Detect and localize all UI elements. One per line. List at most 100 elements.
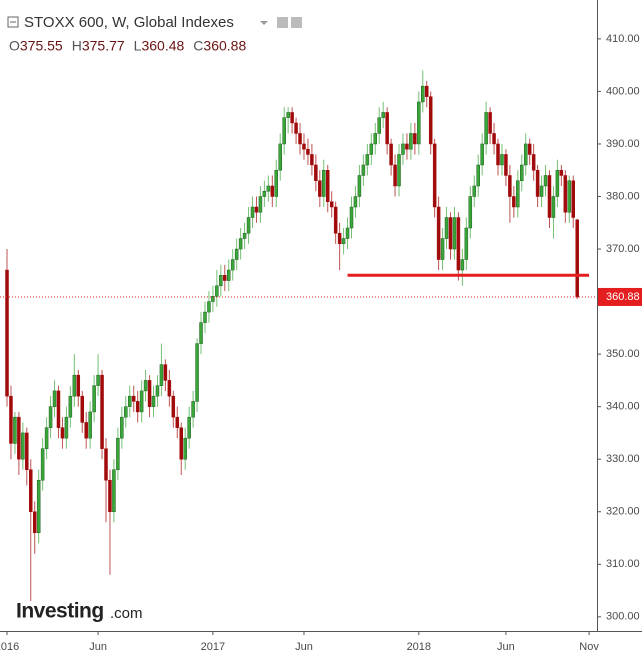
candle-body <box>436 206 441 260</box>
candle-body <box>286 112 290 118</box>
settings-icon[interactable] <box>277 17 288 28</box>
candle-body <box>270 185 275 197</box>
candle-body <box>539 185 544 197</box>
candle-body <box>500 154 504 166</box>
candle-body <box>5 269 9 397</box>
candle-body <box>318 180 322 197</box>
candle-body <box>282 117 286 145</box>
candle-body <box>456 217 461 271</box>
candle-body <box>84 422 88 439</box>
ohlc-value: 375.55 <box>20 38 63 54</box>
candle-body <box>337 233 342 245</box>
x-tick-label: 2016 <box>0 641 19 653</box>
candle-body <box>203 311 207 323</box>
candle-body <box>310 154 314 166</box>
candle-body <box>440 238 445 260</box>
candle-body <box>258 196 263 213</box>
candle-body <box>92 385 96 413</box>
candle-body <box>40 448 45 481</box>
candle-body <box>143 380 148 392</box>
candle-body <box>432 143 437 208</box>
candle-body <box>413 133 417 145</box>
y-tick-label: 340.00 <box>606 401 640 413</box>
candle-body <box>29 469 33 512</box>
ohlc-value: 360.48 <box>141 38 184 54</box>
candle-body <box>393 164 397 187</box>
candle-body <box>135 401 140 413</box>
y-tick-label: 310.00 <box>606 558 640 570</box>
candle-body <box>36 479 41 534</box>
candle-body <box>211 296 215 302</box>
candle-body <box>234 248 239 260</box>
candle-body <box>64 416 69 439</box>
candle-body <box>567 180 572 213</box>
candle-body <box>155 385 160 397</box>
candle-body <box>242 233 247 239</box>
candle-body <box>448 217 453 250</box>
candle-body <box>377 117 381 134</box>
candle-body <box>151 395 156 407</box>
candle-body <box>112 469 116 512</box>
watermark: Investing <box>16 600 104 623</box>
ohlc-legend: O 375.55 H 375.77 L 360.48 C 360.88 <box>9 38 246 54</box>
candle-body <box>421 85 425 103</box>
ohlc-value: 375.77 <box>82 38 125 54</box>
candle-body <box>17 416 21 460</box>
candle-body <box>56 390 61 428</box>
candle-body <box>516 180 520 208</box>
ohlc-label: L <box>134 38 142 54</box>
candle-body <box>452 217 457 250</box>
candle-body <box>120 416 124 439</box>
candle-body <box>424 85 429 97</box>
title-dropdown[interactable] <box>260 21 268 25</box>
candle-body <box>389 143 393 166</box>
candle-body <box>472 185 477 197</box>
candle-body <box>175 416 180 428</box>
ohlc-label: H <box>72 38 82 54</box>
candle-body <box>504 154 508 176</box>
candle-body <box>476 164 480 187</box>
candle-body <box>100 374 104 449</box>
candle-body <box>215 285 219 297</box>
candle-body <box>365 154 370 166</box>
candle-body <box>48 406 53 428</box>
candle-body <box>571 180 575 218</box>
candle-body <box>183 437 187 460</box>
candle-body <box>484 112 488 145</box>
candle-body <box>223 275 227 281</box>
candle-body <box>508 175 512 197</box>
y-tick-label: 330.00 <box>606 453 640 465</box>
x-tick-label: Nov <box>579 641 599 653</box>
candle-body <box>274 169 279 197</box>
candle-body <box>219 275 223 287</box>
candle-body <box>163 364 168 381</box>
y-tick-label: 400.00 <box>606 85 640 97</box>
candle-body <box>80 395 84 423</box>
y-tick-label: 380.00 <box>606 190 640 202</box>
candle-body <box>512 196 516 208</box>
candle-body <box>444 217 449 239</box>
candle-body <box>139 390 144 413</box>
candle-body <box>417 101 421 145</box>
candle-body <box>527 143 532 155</box>
candle-body <box>329 201 334 208</box>
candle-body <box>349 206 354 229</box>
ohlc-label: O <box>9 38 20 54</box>
candle-body <box>124 406 128 418</box>
candle-body <box>171 395 176 418</box>
candle-body <box>96 374 100 386</box>
candle-body <box>32 511 37 534</box>
candle-body <box>302 143 306 150</box>
candle-body <box>555 169 560 197</box>
candle-body <box>52 390 57 407</box>
candle-body <box>227 269 231 281</box>
candle-body <box>104 448 108 481</box>
gear-icon[interactable] <box>291 17 302 28</box>
candle-body <box>60 427 65 439</box>
ohlc-label: C <box>193 38 203 54</box>
y-tick-label: 320.00 <box>606 506 640 518</box>
chart-title: STOXX 600, W, Global Indexes <box>24 14 234 31</box>
candle-body <box>199 322 203 344</box>
